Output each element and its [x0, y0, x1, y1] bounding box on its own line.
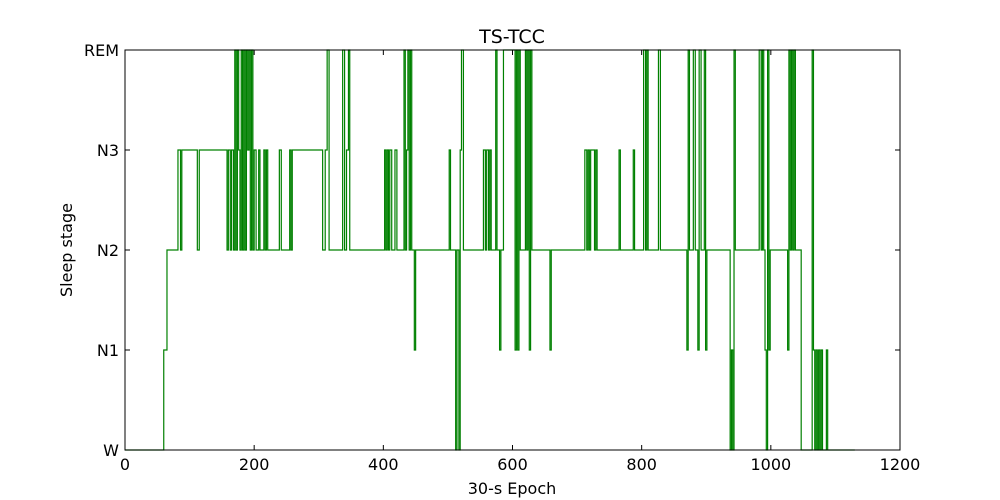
x-tick-label: 800: [626, 455, 657, 474]
x-tick-label: 1000: [750, 455, 791, 474]
y-tick-label: N1: [97, 341, 119, 360]
y-tick-label: N3: [97, 141, 119, 160]
y-tick-label: W: [103, 441, 119, 460]
y-axis-label: Sleep stage: [57, 203, 76, 297]
series-line-0: [125, 49, 855, 451]
x-tick-label: 1200: [880, 455, 921, 474]
x-tick-label: 200: [239, 455, 270, 474]
y-tick-label: REM: [84, 41, 119, 60]
y-tick-label: N2: [97, 241, 119, 260]
x-tick-label: 400: [368, 455, 399, 474]
chart-title: TS-TCC: [478, 26, 545, 48]
x-tick-label: 0: [120, 455, 130, 474]
x-axis-label: 30-s Epoch: [468, 479, 557, 498]
x-tick-label: 600: [497, 455, 528, 474]
plot-area: 0 200 400 600 800 1000 1200 W N1 N2 N3 REM: [84, 41, 920, 474]
